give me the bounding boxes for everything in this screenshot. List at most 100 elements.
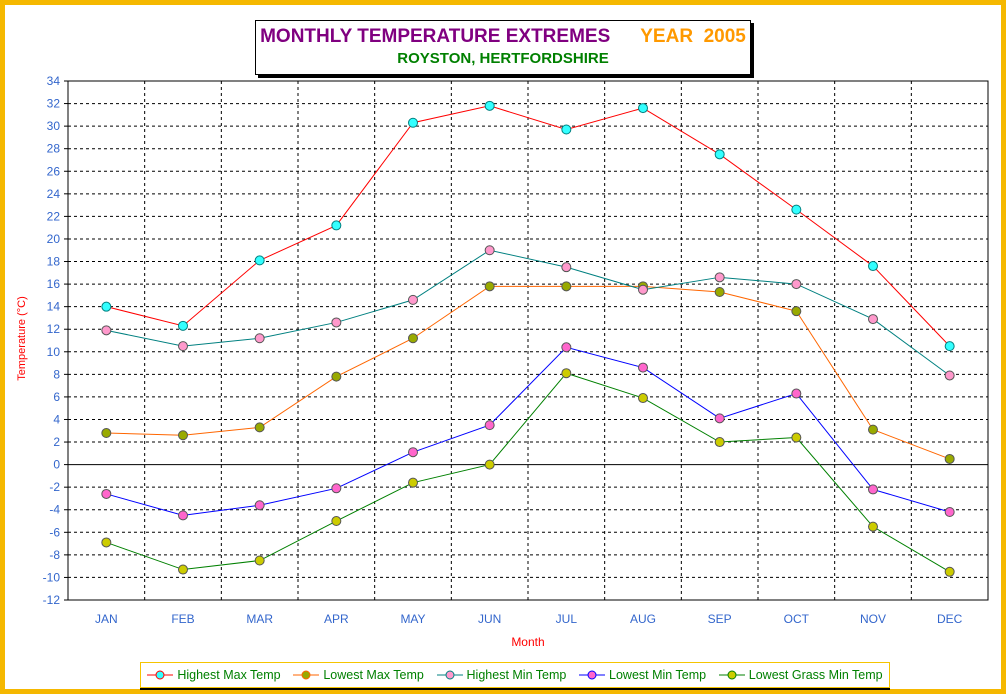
- y-tick-label: 16: [47, 277, 61, 291]
- x-tick-label: JAN: [95, 612, 118, 626]
- data-point-highest-max-temp: [944, 341, 955, 352]
- y-tick-label: 2: [53, 435, 60, 449]
- data-point-highest-min-temp: [484, 245, 495, 256]
- y-tick-label: 0: [53, 458, 60, 472]
- series-line-highest-max-temp: [106, 105, 951, 347]
- legend-label: Lowest Max Temp: [323, 668, 424, 682]
- legend-marker-icon: [436, 670, 463, 680]
- data-point-highest-min-temp: [561, 262, 572, 273]
- legend-item: Highest Min Temp: [436, 668, 566, 682]
- data-point-lowest-grass-min-temp: [944, 566, 955, 577]
- data-point-lowest-min-temp: [714, 413, 725, 424]
- data-point-lowest-max-temp: [178, 430, 188, 441]
- data-point-highest-min-temp: [331, 317, 342, 328]
- legend-marker-icon: [718, 670, 745, 680]
- y-axis-label: Temperature (°C): [16, 296, 28, 380]
- legend-label: Lowest Min Temp: [609, 668, 707, 682]
- legend-marker-icon: [147, 670, 174, 680]
- legend-item: Lowest Min Temp: [579, 668, 706, 682]
- data-point-lowest-min-temp: [561, 342, 572, 353]
- y-tick-label: 22: [47, 209, 61, 223]
- data-point-lowest-min-temp: [944, 506, 955, 517]
- data-point-highest-max-temp: [638, 103, 648, 114]
- x-tick-label: JUN: [478, 612, 501, 626]
- data-point-highest-min-temp: [714, 272, 725, 283]
- y-tick-label: 18: [47, 255, 61, 269]
- data-point-lowest-grass-min-temp: [408, 477, 418, 488]
- data-point-lowest-grass-min-temp: [331, 516, 342, 527]
- data-point-highest-max-temp: [254, 255, 265, 266]
- y-tick-label: 12: [47, 322, 61, 336]
- legend-label: Highest Max Temp: [177, 668, 281, 682]
- data-point-highest-min-temp: [868, 314, 878, 325]
- data-point-lowest-max-temp: [868, 424, 878, 435]
- data-point-lowest-max-temp: [408, 333, 418, 344]
- legend-item: Highest Max Temp: [147, 668, 281, 682]
- data-point-lowest-max-temp: [254, 422, 265, 433]
- legend-label: Lowest Grass Min Temp: [748, 668, 883, 682]
- data-point-highest-min-temp: [101, 325, 112, 336]
- x-tick-label: APR: [324, 612, 349, 626]
- data-point-lowest-min-temp: [408, 447, 418, 458]
- data-point-highest-max-temp: [178, 320, 188, 331]
- data-point-lowest-max-temp: [561, 281, 572, 292]
- data-point-highest-max-temp: [101, 301, 112, 312]
- data-point-lowest-min-temp: [484, 420, 495, 431]
- data-point-highest-max-temp: [714, 149, 725, 160]
- data-point-highest-max-temp: [868, 261, 878, 272]
- x-tick-label: SEP: [708, 612, 732, 626]
- data-point-highest-max-temp: [408, 117, 418, 128]
- data-point-highest-max-temp: [331, 220, 342, 231]
- data-point-highest-min-temp: [638, 284, 648, 295]
- data-point-lowest-grass-min-temp: [101, 537, 112, 548]
- y-tick-label: 8: [53, 367, 60, 381]
- y-tick-label: 28: [47, 142, 61, 156]
- data-point-lowest-max-temp: [331, 371, 342, 382]
- y-tick-label: 30: [47, 119, 61, 133]
- y-tick-label: 32: [47, 97, 61, 111]
- data-point-highest-min-temp: [254, 333, 265, 344]
- y-tick-label: -8: [49, 548, 60, 562]
- data-point-highest-min-temp: [944, 370, 955, 381]
- data-point-highest-min-temp: [408, 294, 418, 305]
- data-point-lowest-min-temp: [254, 500, 265, 511]
- data-point-lowest-grass-min-temp: [178, 564, 188, 575]
- chart-subtitle: ROYSTON, HERTFORDSHIRE: [397, 50, 609, 67]
- x-axis-label: Month: [511, 635, 544, 649]
- data-point-highest-min-temp: [178, 341, 188, 352]
- y-tick-label: 14: [47, 300, 61, 314]
- y-tick-label: 10: [47, 345, 61, 359]
- y-tick-label: -12: [43, 593, 61, 607]
- data-point-lowest-min-temp: [791, 388, 802, 399]
- chart-title-box: MONTHLY TEMPERATURE EXTREMES YEAR 2005 RO…: [255, 20, 751, 75]
- x-tick-label: MAR: [246, 612, 273, 626]
- series-line-lowest-grass-min-temp: [106, 372, 950, 573]
- y-tick-label: 24: [47, 187, 61, 201]
- y-tick-label: -6: [49, 525, 60, 539]
- x-tick-label: AUG: [630, 612, 656, 626]
- chart-title: MONTHLY TEMPERATURE EXTREMES: [260, 26, 611, 47]
- legend-marker-icon: [579, 670, 606, 680]
- data-point-lowest-max-temp: [944, 453, 955, 464]
- data-point-lowest-max-temp: [484, 281, 495, 292]
- series-line-highest-min-temp: [106, 249, 950, 376]
- data-point-lowest-grass-min-temp: [638, 393, 648, 404]
- data-point-lowest-max-temp: [101, 428, 112, 439]
- data-point-lowest-min-temp: [638, 362, 648, 373]
- data-point-highest-max-temp: [561, 124, 572, 135]
- data-point-lowest-grass-min-temp: [484, 459, 495, 470]
- y-tick-label: 6: [53, 390, 60, 404]
- data-point-lowest-max-temp: [791, 306, 802, 317]
- data-point-lowest-min-temp: [331, 483, 342, 494]
- y-tick-label: 26: [47, 164, 61, 178]
- y-tick-label: -2: [49, 480, 60, 494]
- legend-item: Lowest Grass Min Temp: [718, 668, 883, 682]
- data-point-lowest-grass-min-temp: [868, 521, 878, 532]
- x-tick-label: DEC: [937, 612, 963, 626]
- legend-item: Lowest Max Temp: [293, 668, 424, 682]
- series-line-lowest-max-temp: [106, 285, 950, 460]
- year-label: YEAR 2005: [640, 26, 746, 47]
- series-line-lowest-min-temp: [106, 346, 950, 516]
- data-point-lowest-grass-min-temp: [714, 437, 725, 448]
- data-point-highest-max-temp: [484, 100, 495, 111]
